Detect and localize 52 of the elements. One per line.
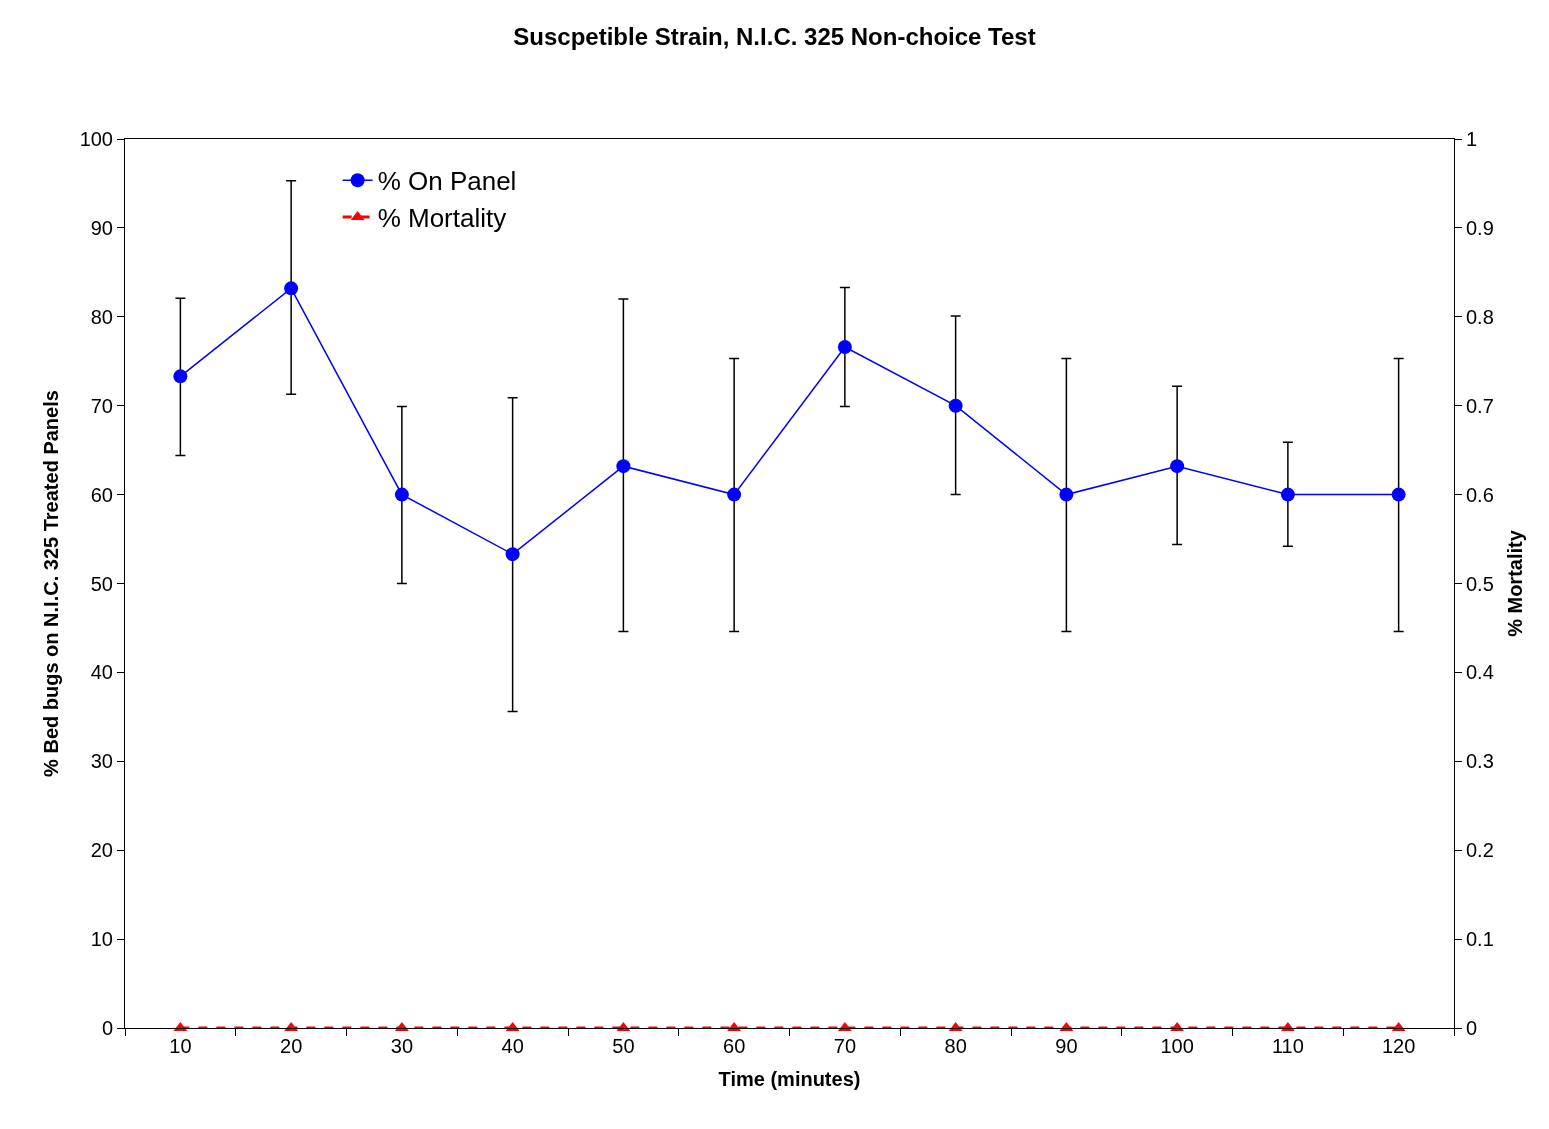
y2-tick-label: 0.3 [1466,750,1494,773]
point [284,281,299,296]
x-tick-label: 90 [1055,1035,1078,1057]
y2-axis-title: % Mortality [1504,529,1527,637]
point [837,340,852,355]
x-tick-label: 60 [723,1035,746,1057]
point [173,369,188,384]
y2-tick-label: 0.2 [1466,839,1494,862]
x-axis-title: Time (minutes) [718,1067,861,1090]
y2-tick-label: 0.1 [1466,928,1494,951]
y2-tick-label: 0.9 [1466,216,1494,239]
x-tick-label: 100 [1160,1035,1194,1057]
y-tick-label: 80 [90,305,113,328]
y2-tick-label: 0.6 [1466,483,1494,506]
y-tick-label: 40 [90,661,113,684]
point [394,487,409,502]
y-tick-label: 90 [90,216,113,239]
y-tick-label: 60 [90,483,113,506]
y2-tick-label: 0.8 [1466,305,1494,328]
x-tick-label: 20 [280,1035,303,1057]
legend-label: % On Panel [377,166,517,197]
y2-tick-label: 0 [1466,1017,1478,1039]
point [505,547,520,562]
point [1391,487,1406,502]
y-tick-label: 0 [101,1017,113,1039]
x-tick-label: 70 [833,1035,857,1057]
y-tick-label: 70 [90,394,113,417]
legend-label: % Mortality [377,203,507,234]
y2-tick-label: 1 [1466,128,1478,150]
x-tick-label: 120 [1381,1035,1416,1057]
point [1059,487,1074,502]
x-tick-label: 80 [944,1035,967,1057]
y2-tick-label: 0.5 [1466,572,1494,595]
y-tick-label: 30 [90,750,113,773]
point [948,398,963,413]
y-axis-title: % Bed bugs on N.I.C. 325 Treated Panels [40,390,63,777]
x-tick-label: 40 [501,1035,524,1057]
point [1170,459,1185,474]
x-tick-label: 30 [390,1035,414,1057]
y-tick-label: 50 [90,572,113,595]
chart-title: Suscpetible Strain, N.I.C. 325 Non-choice Test [513,23,1036,51]
point [616,459,631,474]
x-tick-label: 10 [169,1035,192,1057]
point [727,487,742,502]
y-tick-label: 20 [90,839,113,862]
x-tick-label: 50 [612,1035,635,1057]
y2-tick-label: 0.4 [1466,661,1494,684]
y-tick-label: 10 [90,928,113,951]
x-tick-label: 110 [1271,1035,1304,1057]
y2-tick-label: 0.7 [1466,394,1494,417]
point [1280,487,1295,502]
y-tick-label: 100 [79,128,113,150]
